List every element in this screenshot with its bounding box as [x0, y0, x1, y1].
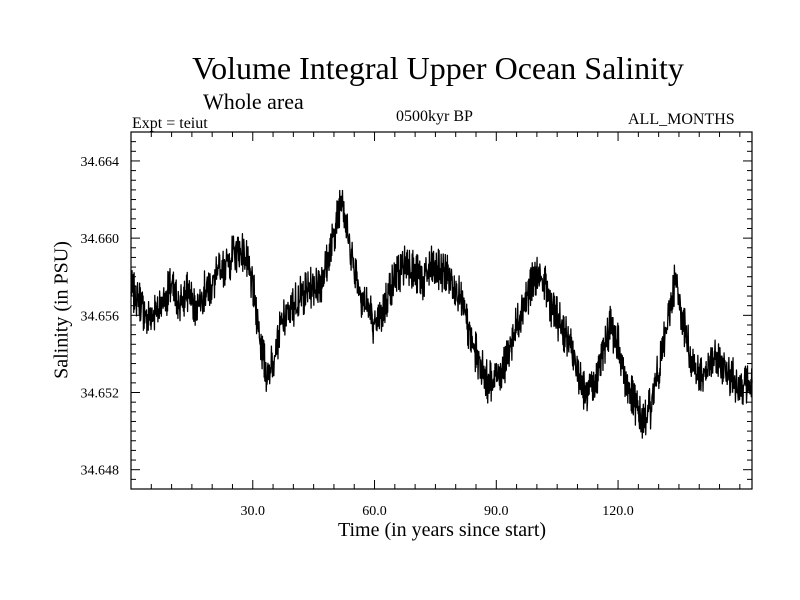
- x-tick-label: 30.0: [241, 504, 266, 519]
- plot-frame: [130, 131, 753, 490]
- y-tick-label: 34.664: [81, 155, 120, 170]
- y-tick-label: 34.656: [81, 309, 120, 324]
- x-tick-label: 60.0: [362, 504, 387, 519]
- salinity-series-line: [130, 189, 753, 439]
- y-tick-label: 34.652: [81, 387, 120, 402]
- axis-ticks: [131, 131, 752, 490]
- months-label: ALL_MONTHS: [628, 111, 735, 128]
- period-label: 0500kyr BP: [396, 108, 473, 125]
- y-tick-label: 34.648: [81, 464, 120, 479]
- x-tick-label: 90.0: [484, 504, 509, 519]
- y-tick-label: 34.660: [81, 232, 120, 247]
- tick-labels: 30.0 60.0 90.0 120.0 34.648 34.652 34.656 34.66…: [81, 155, 634, 519]
- experiment-label: Expt = teiut: [132, 115, 208, 132]
- x-axis-label: Time (in years since start): [337, 519, 547, 541]
- x-tick-label: 120.0: [602, 504, 634, 519]
- chart-subtitle: Whole area: [203, 89, 304, 114]
- chart-title: Volume Integral Upper Ocean Salinity: [192, 50, 684, 86]
